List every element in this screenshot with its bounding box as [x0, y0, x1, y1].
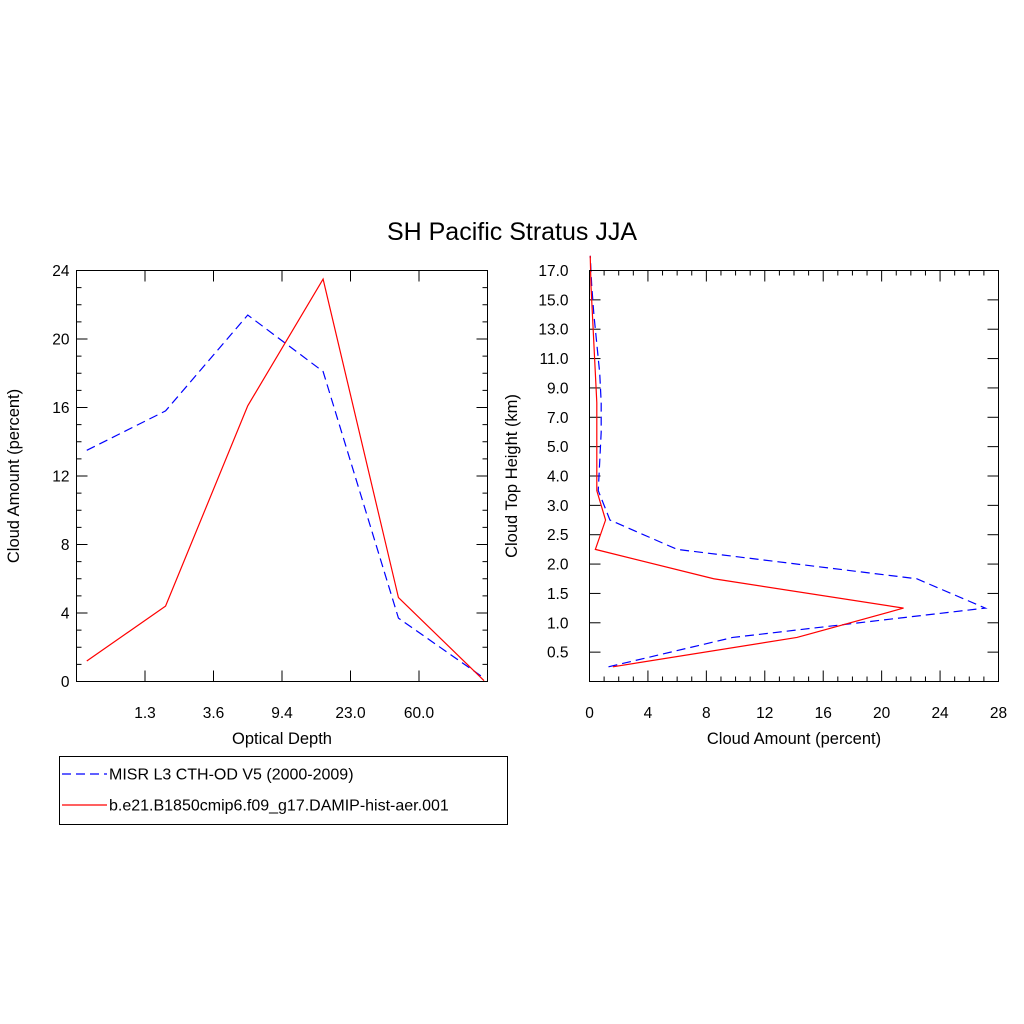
- right-series-lines: [589, 255, 988, 668]
- left-y-tick-label: 12: [52, 469, 69, 486]
- left-series-model: [86, 277, 485, 682]
- right-x-tick-label: 24: [931, 705, 949, 722]
- legend-label-misr: MISR L3 CTH-OD V5 (2000-2009): [109, 767, 354, 784]
- left-tick-labels: 0 4 8 12 16 20 24 1.3 3.6 9.4 23.0 60.0: [52, 263, 434, 722]
- left-series-lines: [86, 277, 485, 682]
- right-series-misr: [589, 255, 988, 668]
- right-series-model: [589, 255, 904, 668]
- left-series-misr: [86, 314, 485, 679]
- legend-box: [59, 756, 508, 825]
- right-x-tick-label: 8: [702, 705, 711, 722]
- right-y-tick-label: 13.0: [538, 322, 569, 339]
- right-x-axis-title: Cloud Amount (percent): [707, 730, 881, 748]
- left-x-tick-label: 23.0: [335, 705, 366, 722]
- right-y-tick-label: 4.0: [547, 469, 569, 486]
- left-plot-frame: [76, 270, 488, 682]
- right-y-axis-title: Cloud Top Height (km): [503, 394, 521, 558]
- right-y-tick-label: 17.0: [538, 263, 569, 280]
- right-y-tick-label: 3.0: [547, 498, 569, 515]
- right-y-tick-label: 15.0: [538, 292, 569, 309]
- left-y-tick-label: 24: [52, 263, 70, 280]
- legend-label-model: b.e21.B1850cmip6.f09_g17.DAMIP-hist-aer.…: [109, 798, 449, 815]
- right-y-tick-label: 2.5: [547, 527, 569, 544]
- right-y-tick-label: 1.5: [547, 586, 569, 603]
- legend: MISR L3 CTH-OD V5 (2000-2009) b.e21.B185…: [59, 756, 508, 825]
- left-x-tick-label: 9.4: [271, 705, 293, 722]
- right-tick-labels: 0 4 8 12 16 20 24 28 0.5 1.0 1.5 2.0 2.5 3.0 4.0 5.0 7.0…: [538, 263, 1007, 722]
- optical-depth-panel: 0 4 8 12 16 20 24 1.3 3.6 9.4 23.0 60.0 Optical Dep…: [5, 263, 488, 748]
- right-y-tick-label: 0.5: [547, 645, 569, 662]
- right-plot-frame: [589, 270, 999, 682]
- left-y-axis-title: Cloud Amount (percent): [5, 389, 23, 563]
- left-y-tick-label: 20: [52, 332, 70, 349]
- right-y-tick-label: 1.0: [547, 615, 569, 632]
- right-x-tick-label: 4: [644, 705, 653, 722]
- left-y-tick-label: 16: [52, 400, 69, 417]
- cloud-height-panel: 0 4 8 12 16 20 24 28 0.5 1.0 1.5 2.0 2.5 3.0 4.0 5.0 7.0…: [503, 255, 1007, 748]
- right-y-tick-label: 9.0: [547, 380, 569, 397]
- chart-title: SH Pacific Stratus JJA: [387, 218, 637, 246]
- left-x-tick-label: 60.0: [404, 705, 435, 722]
- left-x-tick-label: 1.3: [134, 705, 156, 722]
- right-x-tick-label: 28: [990, 705, 1007, 722]
- right-y-tick-label: 11.0: [539, 351, 568, 368]
- right-x-tick-label: 12: [756, 705, 773, 722]
- left-y-tick-label: 4: [61, 606, 70, 623]
- left-x-axis-title: Optical Depth: [232, 730, 332, 748]
- right-x-tick-label: 20: [873, 705, 891, 722]
- right-x-tick-label: 0: [585, 705, 594, 722]
- right-y-tick-label: 2.0: [547, 557, 569, 574]
- right-y-tick-label: 7.0: [547, 410, 569, 427]
- right-y-tick-label: 5.0: [547, 439, 569, 456]
- left-ticks: [76, 270, 488, 682]
- left-y-tick-label: 8: [61, 537, 70, 554]
- right-x-tick-label: 16: [815, 705, 832, 722]
- left-y-tick-label: 0: [61, 674, 70, 691]
- left-x-tick-label: 3.6: [203, 705, 225, 722]
